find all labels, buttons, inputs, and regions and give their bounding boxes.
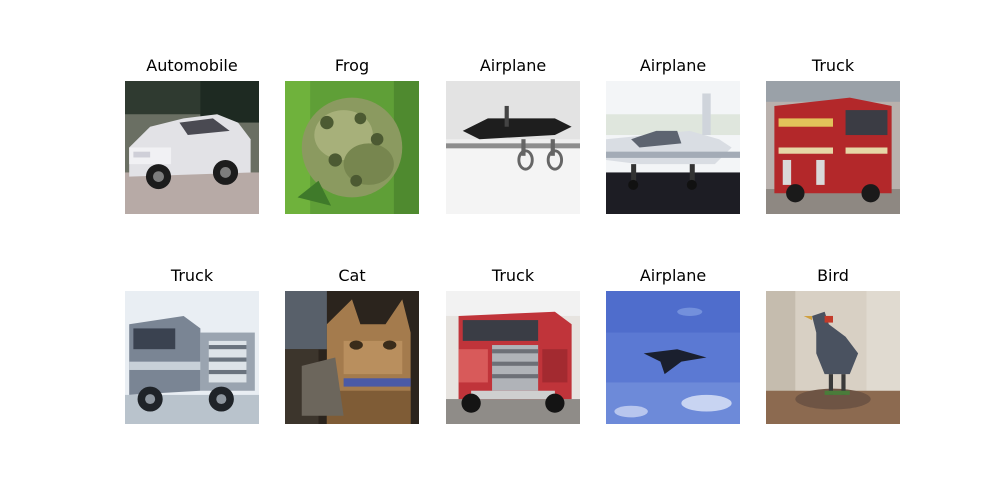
airplane-sketch-photo: [446, 81, 580, 214]
bird-photo: [766, 291, 900, 424]
image-title: Cat: [338, 266, 366, 285]
image-title: Truck: [491, 266, 535, 285]
image-title: Automobile: [146, 56, 238, 75]
car-photo: [125, 81, 259, 214]
silver-truck-photo: [125, 291, 259, 424]
image-title: Truck: [170, 266, 214, 285]
image-title: Frog: [334, 56, 370, 75]
image-title: Airplane: [639, 56, 707, 75]
frog-photo: [285, 81, 419, 214]
semi-truck-photo: [446, 291, 580, 424]
image-title: Airplane: [639, 266, 707, 285]
small-airplane-photo: [606, 81, 740, 214]
fire-truck-photo: [766, 81, 900, 214]
image-title: Truck: [811, 56, 855, 75]
airplane-sky-photo: [606, 291, 740, 424]
image-title: Airplane: [479, 56, 547, 75]
cat-photo: [285, 291, 419, 424]
image-title: Bird: [817, 266, 849, 285]
